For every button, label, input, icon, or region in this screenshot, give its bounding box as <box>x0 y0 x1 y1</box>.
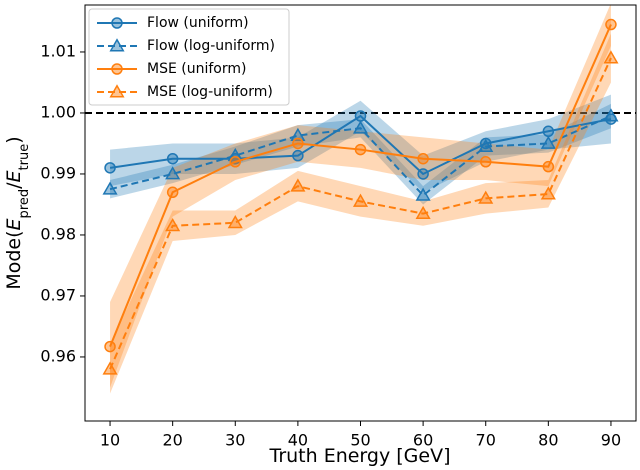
y-tick-label: 0.97 <box>40 285 76 304</box>
marker <box>479 156 492 168</box>
marker <box>478 138 494 152</box>
marker <box>415 205 431 220</box>
marker <box>603 50 619 64</box>
band <box>110 103 611 205</box>
y-axis-label-part: true <box>17 144 32 171</box>
marker <box>352 193 369 207</box>
marker <box>229 156 242 168</box>
marker <box>354 110 367 122</box>
marker <box>104 340 116 353</box>
marker <box>290 178 306 192</box>
marker <box>292 137 304 150</box>
legend-box <box>88 8 290 106</box>
legend-marker <box>109 84 125 98</box>
y-axis-label-part: Mode( <box>3 230 25 289</box>
y-axis-label-part: ) <box>3 136 25 143</box>
y-axis-label-part: / <box>3 182 25 189</box>
x-tick-label: 30 <box>225 431 245 450</box>
x-tick-label: 90 <box>601 431 621 450</box>
marker <box>102 181 118 195</box>
marker <box>603 108 619 122</box>
marker <box>166 186 179 199</box>
y-axis-label-part: E <box>3 218 25 230</box>
marker <box>540 186 556 200</box>
legend-marker <box>111 17 123 29</box>
x-tick-label: 60 <box>413 431 433 450</box>
y-tick-label: 0.98 <box>40 224 76 243</box>
line <box>109 114 612 176</box>
marker <box>417 168 429 180</box>
line <box>109 24 612 347</box>
band <box>110 94 611 193</box>
x-tick-label: 70 <box>476 431 496 450</box>
legend-marker <box>109 38 125 52</box>
x-tick-label: 80 <box>538 431 558 450</box>
marker <box>165 166 181 180</box>
y-axis-label-part: E <box>3 170 25 182</box>
marker <box>542 125 555 138</box>
plot-area <box>85 5 636 394</box>
marker <box>415 187 431 201</box>
y-axis-label: Mode(Epred/Etrue) <box>3 136 32 289</box>
x-axis-label: Truth Energy [GeV] <box>269 445 451 467</box>
marker <box>478 190 494 204</box>
marker <box>165 218 181 232</box>
marker <box>104 162 116 174</box>
marker <box>542 160 555 173</box>
marker <box>102 361 118 375</box>
marker <box>540 135 556 149</box>
band <box>110 33 611 394</box>
y-tick-label: 0.99 <box>40 163 76 182</box>
marker <box>417 152 429 165</box>
x-tick-label: 50 <box>350 431 370 450</box>
y-tick-label: 0.96 <box>40 346 76 365</box>
legend-marker <box>111 63 123 75</box>
marker <box>605 18 617 31</box>
marker <box>290 127 306 141</box>
marker <box>227 214 243 229</box>
legend-label: MSE (log-uniform) <box>147 84 273 100</box>
x-tick-label: 40 <box>288 431 308 450</box>
x-tick-label: 10 <box>100 431 120 450</box>
x-tick-label: 20 <box>162 431 182 450</box>
legend-label: Flow (uniform) <box>147 15 249 31</box>
line <box>109 57 612 370</box>
y-axis-label-part: pred <box>17 189 32 219</box>
legend-label: MSE (uniform) <box>147 61 246 77</box>
y-tick-label: 1.01 <box>40 41 76 60</box>
marker <box>166 152 179 165</box>
marker <box>354 143 367 156</box>
y-tick-label: 1.00 <box>40 102 76 121</box>
line <box>109 115 612 197</box>
marker <box>292 149 304 162</box>
legend: Flow (uniform) Flow (log-uniform) MSE (uni… <box>88 8 290 106</box>
legend-label: Flow (log-uniform) <box>147 38 275 54</box>
marker <box>352 120 369 134</box>
